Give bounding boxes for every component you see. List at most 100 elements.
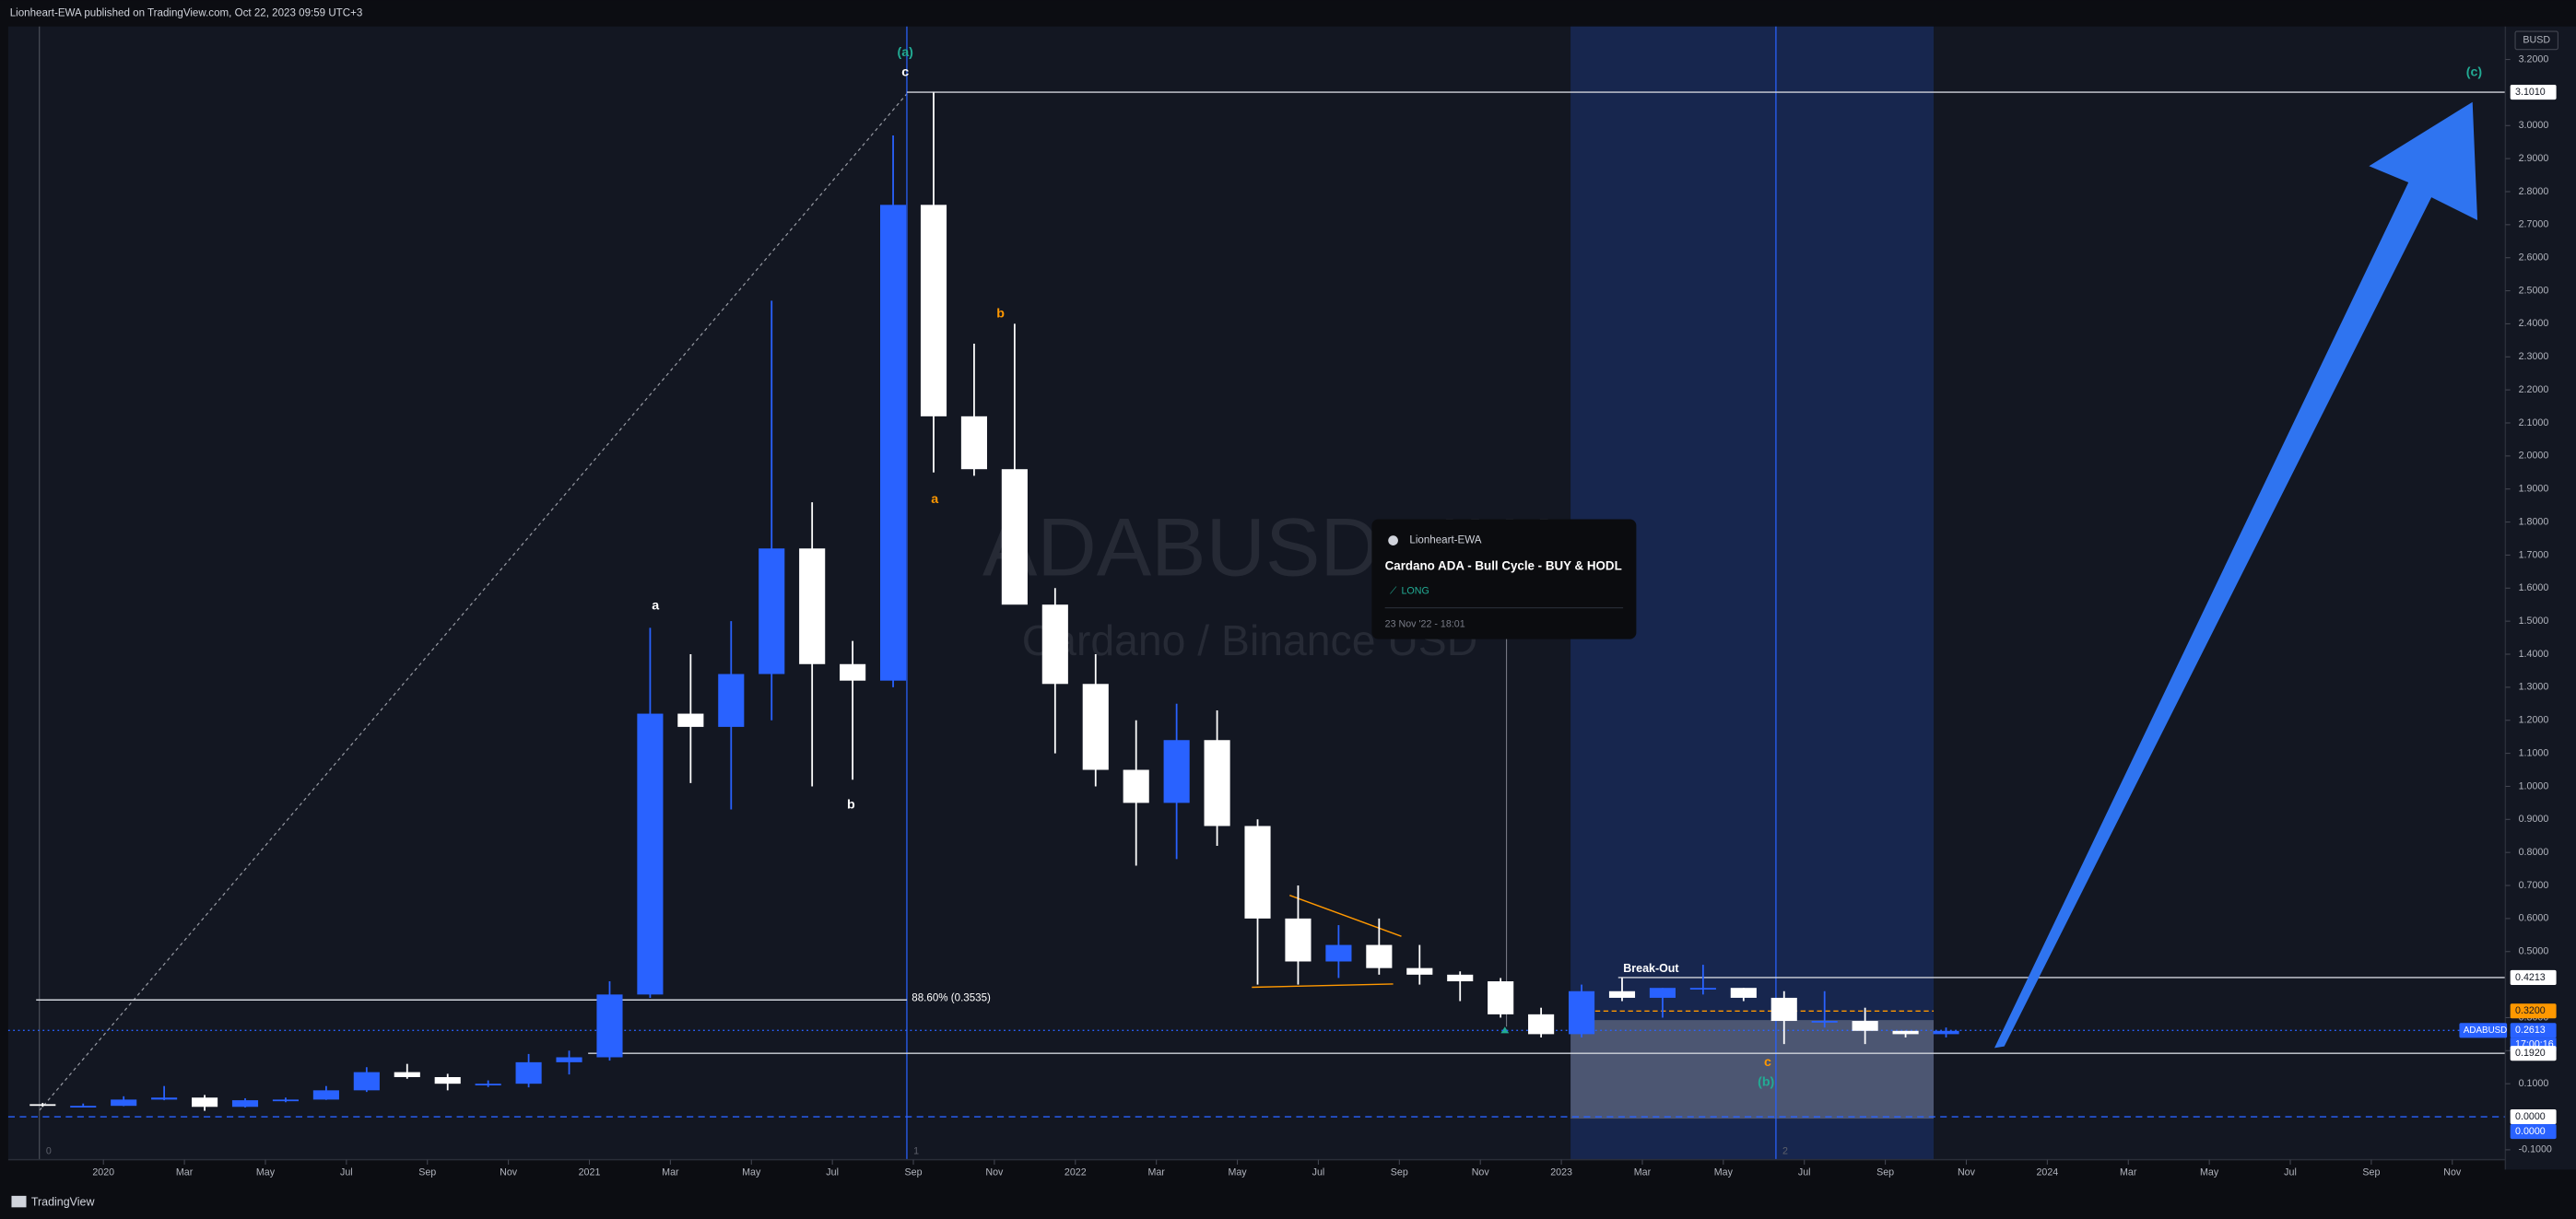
- x-tick-label: Jul: [1312, 1167, 1325, 1178]
- annotation: c: [901, 64, 909, 79]
- y-tick-label: 2.7000: [2519, 219, 2549, 230]
- idea-card-box[interactable]: [1371, 519, 1637, 639]
- candle-body: [1123, 769, 1149, 803]
- x-tick-label: Sep: [1391, 1167, 1408, 1178]
- x-tick-label: Jul: [340, 1167, 353, 1178]
- candle-body: [1528, 1014, 1555, 1035]
- y-tick-label: 2.1000: [2519, 417, 2549, 428]
- candle-body: [312, 1090, 339, 1100]
- annotation: (c): [2466, 64, 2483, 79]
- y-tick-label: 2.3000: [2519, 351, 2549, 362]
- annotation: a: [931, 492, 939, 507]
- price-label: 0.1920: [2515, 1048, 2546, 1059]
- candles: [29, 92, 1959, 1111]
- price-axis: [2505, 26, 2576, 1170]
- y-tick-label: 1.3000: [2519, 682, 2549, 693]
- annotation: b: [847, 797, 855, 812]
- price-label-box: [2510, 1109, 2557, 1125]
- candle-body: [1001, 469, 1028, 605]
- y-tick-label: 1.0000: [2519, 780, 2549, 791]
- candle-body: [1406, 967, 1433, 975]
- price-label-box: [2510, 85, 2557, 100]
- candle-body: [1933, 1030, 1959, 1035]
- symbol-label: ADABUSD: [2464, 1026, 2507, 1036]
- price-label: 0.4213: [2515, 972, 2546, 983]
- idea-direction-icon: ⟋: [1390, 586, 1397, 597]
- x-tick-label: Jul: [1798, 1167, 1811, 1178]
- annotation: b: [996, 306, 1005, 321]
- y-tick-label: 1.6000: [2519, 582, 2549, 593]
- candle-body: [596, 994, 623, 1058]
- candle-body: [1447, 974, 1474, 982]
- candle-body: [434, 1077, 461, 1084]
- y-tick-label: 3.0000: [2519, 120, 2549, 131]
- x-tick-label: May: [742, 1167, 761, 1178]
- candle-body: [1811, 1021, 1838, 1023]
- candle-body: [192, 1097, 218, 1108]
- candle-body: [1892, 1030, 1919, 1035]
- candle-body: [231, 1100, 259, 1108]
- y-tick-label: 1.5000: [2519, 615, 2549, 627]
- x-tick-label: Sep: [1876, 1167, 1894, 1178]
- projection-arrow: [1994, 101, 2478, 1049]
- price-label: 0.3200: [2515, 1005, 2546, 1016]
- candle-body: [920, 205, 947, 416]
- annotation: c: [1764, 1055, 1771, 1070]
- x-tick-label: Nov: [500, 1167, 518, 1178]
- candle-body: [151, 1097, 178, 1100]
- brand-logo: [11, 1195, 27, 1208]
- candle-body: [718, 674, 745, 727]
- brand: TradingView: [31, 1195, 96, 1208]
- candle-body: [1730, 988, 1757, 998]
- triangle-line: [1289, 894, 1402, 937]
- candle-body: [1244, 826, 1271, 919]
- candle-body: [1204, 740, 1230, 826]
- y-tick-label: 2.9000: [2519, 153, 2549, 164]
- y-tick-label: 2.4000: [2519, 318, 2549, 329]
- candle-body: [394, 1072, 420, 1078]
- idea-direction: LONG: [1401, 586, 1429, 597]
- y-tick-label: 1.1000: [2519, 747, 2549, 758]
- price-label-box: [2510, 1124, 2557, 1140]
- x-tick-label: Sep: [418, 1167, 436, 1178]
- x-tick-label: 2021: [579, 1167, 601, 1178]
- candle-body: [759, 548, 785, 674]
- candle-body: [1325, 944, 1352, 962]
- candle-body: [1770, 997, 1797, 1022]
- price-label-box: [2510, 1023, 2557, 1038]
- axes: BUSD -0.10000.10000.20000.30000.50000.60…: [7, 26, 2576, 1178]
- currency[interactable]: BUSD: [2523, 35, 2550, 46]
- candle-body: [1285, 918, 1312, 962]
- plot-area: [7, 26, 2506, 1160]
- levels: [7, 91, 2506, 1118]
- x-tick-label: 2020: [92, 1167, 114, 1178]
- idea-author[interactable]: Lionheart-EWA: [1409, 535, 1481, 546]
- candle-body: [1488, 981, 1514, 1014]
- y-tick-label: 0.8000: [2519, 847, 2549, 858]
- x-tick-label: Sep: [905, 1167, 923, 1178]
- y-tick-label: 2.8000: [2519, 186, 2549, 197]
- x-tick-label: Mar: [662, 1167, 679, 1178]
- x-tick-label: 2023: [1550, 1167, 1572, 1178]
- idea-title[interactable]: Cardano ADA - Bull Cycle - BUY & HODL: [1385, 559, 1622, 573]
- y-tick-label: 0.6000: [2519, 913, 2549, 924]
- price-label-box: [2510, 969, 2557, 985]
- candle-body: [29, 1104, 56, 1107]
- x-tick-label: May: [1714, 1167, 1734, 1178]
- annotations: 88.60% (0.3535) 0 1 2 (a) c (c) a b b a Break-Out c (…: [46, 45, 2483, 1157]
- idea-card[interactable]: Lionheart-EWA Cardano ADA - Bull Cycle -…: [1371, 519, 1637, 639]
- annotation: (a): [897, 45, 913, 60]
- y-tick-label: 0.5000: [2519, 946, 2549, 957]
- candle-body: [1366, 944, 1393, 968]
- y-tick-label: 0.9000: [2519, 814, 2549, 825]
- y-tick-label: 0.1000: [2519, 1078, 2549, 1089]
- price-label-box: [2510, 1046, 2557, 1061]
- x-tick-label: Nov: [985, 1167, 1004, 1178]
- candle-body: [70, 1106, 97, 1108]
- candle-body: [1852, 1021, 1878, 1031]
- x-tick-label: Sep: [2362, 1167, 2380, 1178]
- y-tick-label: 2.5000: [2519, 285, 2549, 296]
- currency-box[interactable]: [2514, 30, 2558, 51]
- x-tick-label: May: [2200, 1167, 2219, 1178]
- candle-body: [1649, 988, 1676, 998]
